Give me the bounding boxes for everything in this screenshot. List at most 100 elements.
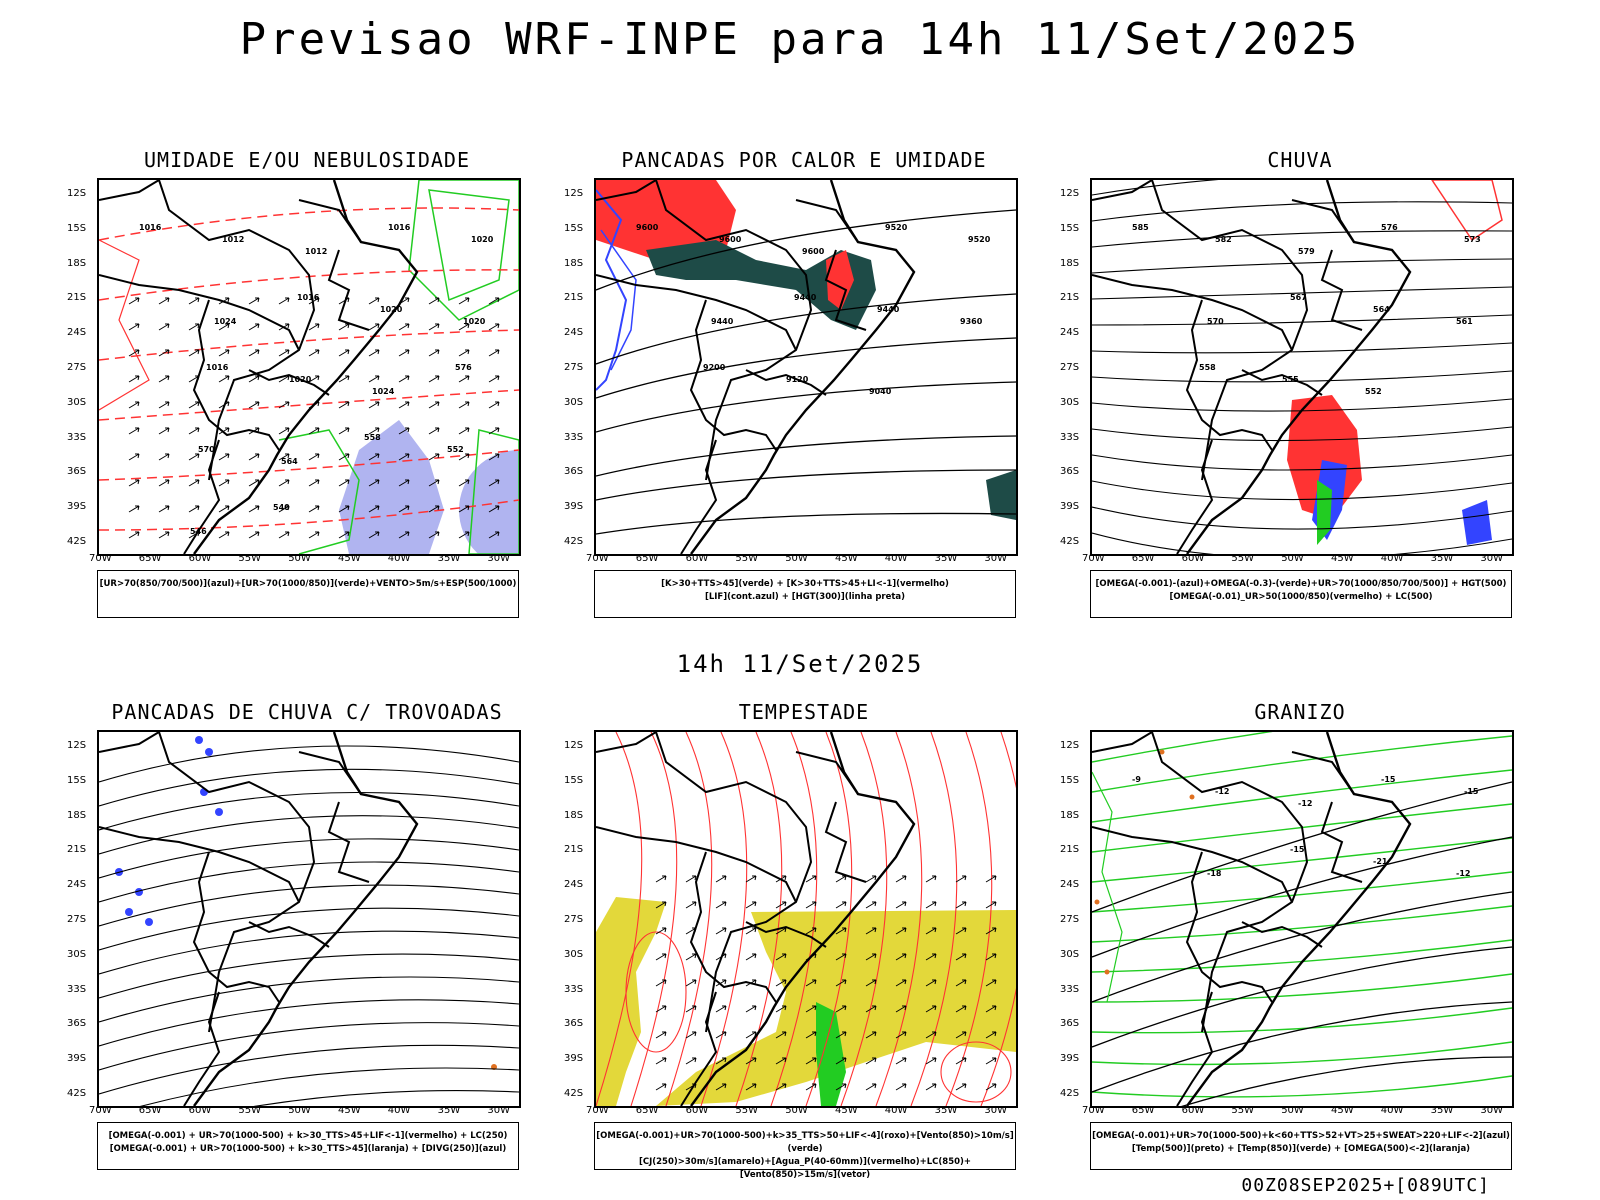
coastline — [193, 180, 419, 554]
country-border — [183, 991, 221, 1106]
wind-vector — [925, 875, 937, 883]
wind-vector — [158, 323, 170, 331]
contour-label: -15 — [1290, 845, 1305, 854]
wind-vector — [745, 979, 757, 987]
lon-label: 55W — [735, 553, 759, 564]
lat-label: 27S — [67, 914, 87, 925]
legend-box: [OMEGA(-0.001)+UR>70(1000-500)+k>35_TTS>… — [594, 1122, 1016, 1180]
wind-vector — [128, 427, 140, 435]
storm-cell-blue — [145, 918, 153, 926]
wind-vector — [955, 979, 967, 987]
wind-vector — [775, 901, 787, 909]
wind-vector — [278, 479, 290, 487]
wind-vector — [805, 1057, 817, 1065]
wind-vector — [188, 401, 200, 409]
lon-label: 35W — [437, 1105, 461, 1116]
streamline — [1092, 480, 1512, 501]
lon-label: 45W — [1331, 1105, 1354, 1116]
contour-label: 1016 — [206, 363, 229, 372]
lat-label: 18S — [1060, 809, 1080, 821]
lat-label: 18S — [67, 809, 87, 821]
map-canvas: 585 582 579 576 573 570 567 564 561 558 555 552 — [1092, 180, 1512, 554]
lon-label: 55W — [1231, 553, 1255, 564]
storm-cell-blue — [125, 908, 133, 916]
lat-label: 27S — [564, 914, 584, 925]
wind-vector — [338, 531, 350, 539]
contour-label: 9200 — [703, 363, 726, 372]
wind-vector — [685, 927, 697, 935]
wind-vector — [865, 1031, 877, 1039]
country-border — [99, 180, 160, 201]
contour-label: 561 — [1456, 317, 1473, 326]
wind-vector — [655, 901, 667, 909]
panel-title: CHUVA — [1267, 148, 1333, 172]
wind-vector — [338, 505, 350, 513]
wind-vector — [655, 927, 667, 935]
contour-label: -15 — [1381, 775, 1396, 784]
contour-label: 567 — [1290, 293, 1307, 302]
wind-vector — [985, 875, 997, 883]
wind-vector — [458, 401, 470, 409]
contour-label: 582 — [1215, 235, 1232, 244]
lat-label: 39S — [1060, 1053, 1080, 1065]
map-panel — [594, 730, 1018, 1108]
lat-label: 36S — [1060, 466, 1080, 478]
country-border — [327, 249, 370, 331]
temp500-contour-black — [1092, 1001, 1512, 1093]
wind-vector — [805, 979, 817, 987]
wind-vector — [398, 323, 410, 331]
legend-line: [LIF](cont.azul) + [HGT(300)](linha pret… — [704, 592, 906, 602]
streamline — [1092, 286, 1512, 300]
wind-vector — [488, 323, 500, 331]
wind-vector — [775, 927, 787, 935]
wind-vector — [805, 901, 817, 909]
country-border — [1151, 732, 1309, 1033]
wind-vector — [835, 953, 847, 961]
wind-vector — [368, 531, 380, 539]
heat-shower-red — [826, 250, 854, 310]
jet-fill-yellow — [656, 910, 1016, 1106]
streamline — [1092, 532, 1512, 554]
contour-label: 558 — [364, 433, 381, 442]
contour-label: 9600 — [719, 235, 742, 244]
lat-label: 18S — [67, 257, 87, 269]
wind-vector — [805, 875, 817, 883]
contour-label: 9520 — [968, 235, 991, 244]
country-border — [1320, 249, 1363, 331]
wind-vector — [248, 297, 260, 305]
wind-vector — [745, 1083, 757, 1091]
country-border — [824, 249, 867, 331]
wind-vector — [158, 479, 170, 487]
wind-vector — [488, 453, 500, 461]
wind-vector — [715, 1083, 727, 1091]
wind-vector — [338, 401, 350, 409]
country-border — [655, 732, 813, 1033]
wind-vector — [745, 1057, 757, 1065]
streamline — [99, 953, 519, 999]
wind-vector — [865, 1057, 877, 1065]
wind-vector — [248, 479, 260, 487]
map-canvas — [596, 732, 1016, 1106]
lat-label: 21S — [1060, 292, 1080, 304]
wind-vector — [158, 453, 170, 461]
country-border — [158, 180, 316, 481]
wind-vector — [955, 953, 967, 961]
lat-label: 33S — [67, 983, 87, 995]
contour-label: 9040 — [869, 387, 892, 396]
lat-label: 24S — [564, 327, 584, 339]
lon-label: 60W — [685, 553, 709, 564]
streamline-red — [770, 732, 818, 1106]
wind-vector — [458, 375, 470, 383]
wind-vector — [188, 349, 200, 357]
wind-vector — [895, 901, 907, 909]
omega-fill-orange — [1104, 969, 1110, 975]
wind-vector — [278, 531, 290, 539]
wind-vector — [488, 297, 500, 305]
streamline — [99, 861, 519, 903]
lon-label: 65W — [1131, 553, 1155, 564]
wind-vector — [745, 875, 757, 883]
wind-vector — [488, 375, 500, 383]
legend-box: [K>30+TTS>45](verde) + [K>30+TTS>45+LI<-… — [594, 570, 1016, 618]
wind-vector — [128, 453, 140, 461]
contour-label: 9440 — [877, 305, 900, 314]
